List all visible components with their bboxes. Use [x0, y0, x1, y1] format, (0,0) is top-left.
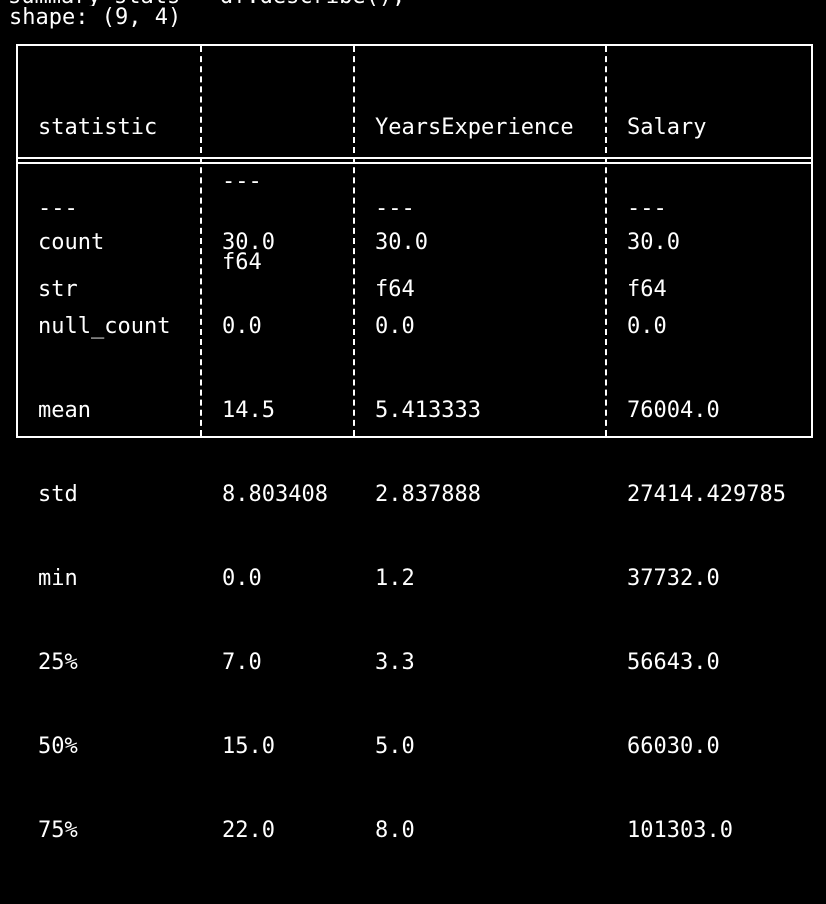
- dataframe-table: statistic --- str --- f64 YearsExperienc…: [16, 44, 813, 904]
- table-cell: 2.837888: [375, 482, 481, 507]
- table-cell: 29.0: [222, 901, 328, 904]
- table-cell: 0.0: [375, 314, 415, 339]
- table-cell: 50%: [38, 734, 78, 759]
- column-header-name: Salary: [627, 115, 707, 140]
- column-header-separator: ---: [222, 169, 262, 194]
- column-header-separator: ---: [38, 196, 78, 221]
- column-header-name: YearsExperience: [375, 115, 574, 140]
- table-cell: 10.6: [375, 901, 481, 904]
- table-cell: 66030.0: [627, 734, 720, 759]
- column-header-dtype: f64: [627, 277, 667, 302]
- table-cell: 56643.0: [627, 650, 720, 675]
- table-cell: 14.5: [222, 398, 275, 423]
- table-cell: 27414.429785: [627, 482, 786, 507]
- table-cell: 3.3: [375, 650, 415, 675]
- column-header-name: statistic: [38, 115, 158, 140]
- table-cell: 75%: [38, 818, 78, 843]
- table-cell: 76004.0: [627, 398, 720, 423]
- table-cell: count: [38, 230, 105, 255]
- column-divider-2: [353, 46, 355, 436]
- dataframe-shape-label: shape: (9, 4): [9, 5, 182, 30]
- table-cell: null_count: [38, 314, 171, 339]
- table-cell: 30.0: [222, 230, 275, 255]
- table-cell: mean: [38, 398, 91, 423]
- table-cell: min: [38, 566, 78, 591]
- column-header-salary[interactable]: Salary --- f64: [627, 60, 706, 357]
- column-header-unnamed[interactable]: --- f64: [222, 60, 275, 330]
- column-header-dtype: str: [38, 277, 78, 302]
- previous-output-text: summary_stats = df.describe(); summary_s…: [8, 0, 408, 6]
- column-years-experience-values: 30.0 0.0 5.413333 2.837888 1.2 3.3 5.0 8…: [375, 173, 481, 904]
- column-unnamed-values: 30.0 0.0 14.5 8.803408 0.0 7.0 15.0 22.0…: [222, 173, 328, 904]
- table-cell: 101303.0: [627, 818, 733, 843]
- table-cell: 22.0: [222, 818, 275, 843]
- table-cell: 8.0: [375, 818, 415, 843]
- column-header-dtype: f64: [375, 277, 415, 302]
- previous-output-line-cut: summary_stats = df.describe(); summary_s…: [8, 0, 408, 6]
- table-cell: 0.0: [222, 566, 262, 591]
- column-header-statistic[interactable]: statistic --- str: [38, 60, 157, 357]
- column-header-dtype: f64: [222, 250, 262, 275]
- table-cell: std: [38, 482, 78, 507]
- table-cell: 0.0: [222, 314, 262, 339]
- table-cell: 0.0: [627, 314, 667, 339]
- table-cell: 25%: [38, 650, 78, 675]
- column-header-years-experience[interactable]: YearsExperience --- f64: [375, 60, 574, 357]
- table-cell: 1.2: [375, 566, 415, 591]
- column-divider-3: [605, 46, 607, 436]
- column-salary-values: 30.0 0.0 76004.0 27414.429785 37732.0 56…: [627, 173, 786, 904]
- table-cell: 30.0: [627, 230, 680, 255]
- table-cell: 15.0: [222, 734, 275, 759]
- column-header-separator: ---: [375, 196, 415, 221]
- header-separator: [18, 157, 811, 164]
- table-cell: 7.0: [222, 650, 262, 675]
- table-cell: 8.803408: [222, 482, 328, 507]
- table-cell: 5.0: [375, 734, 415, 759]
- column-statistic-values: count null_count mean std min 25% 50% 75…: [38, 173, 170, 904]
- table-cell: 5.413333: [375, 398, 481, 423]
- table-cell: 30.0: [375, 230, 428, 255]
- column-header-separator: ---: [627, 196, 667, 221]
- table-cell: max: [38, 901, 170, 904]
- column-divider-1: [200, 46, 202, 436]
- table-cell: 122392.0: [627, 901, 786, 904]
- table-cell: 37732.0: [627, 566, 720, 591]
